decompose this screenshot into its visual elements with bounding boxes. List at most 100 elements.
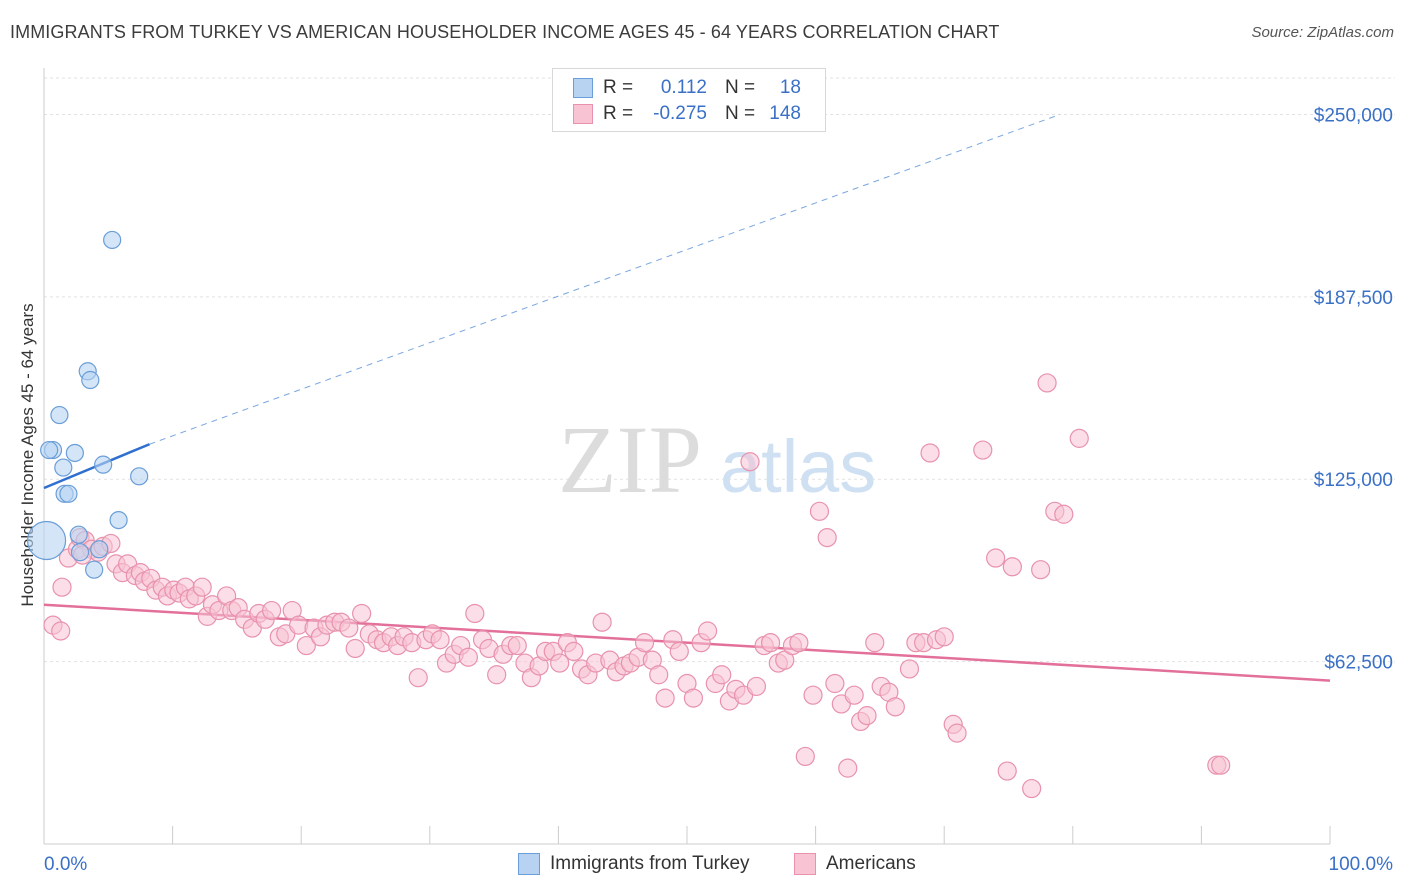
point-americans bbox=[592, 612, 612, 632]
point-americans bbox=[809, 501, 830, 521]
point-americans bbox=[458, 647, 478, 667]
point-turkey bbox=[109, 510, 128, 530]
bottom-legend-label-americans: Americans bbox=[826, 853, 916, 874]
point-americans bbox=[817, 527, 837, 548]
point-americans bbox=[683, 688, 704, 708]
point-americans bbox=[339, 618, 359, 638]
point-americans bbox=[352, 603, 372, 624]
point-americans bbox=[1031, 560, 1051, 580]
point-turkey bbox=[40, 440, 59, 460]
legend-row-turkey: R = 0.112 N = 18 bbox=[573, 77, 801, 99]
point-americans bbox=[465, 603, 485, 624]
legend-r-label: R = bbox=[603, 77, 634, 98]
y-tick-label: $62,500 bbox=[1324, 653, 1393, 674]
point-americans bbox=[669, 641, 689, 662]
point-americans bbox=[803, 685, 823, 705]
point-americans bbox=[899, 659, 920, 679]
point-americans bbox=[408, 668, 428, 688]
x-tick-label-start: 0.0% bbox=[44, 854, 87, 875]
bottom-legend-americans: Americans bbox=[794, 852, 916, 876]
point-americans bbox=[296, 635, 316, 656]
point-americans bbox=[947, 723, 967, 743]
point-turkey bbox=[85, 560, 104, 579]
point-americans bbox=[712, 665, 732, 685]
point-americans bbox=[844, 685, 864, 705]
point-turkey bbox=[69, 525, 88, 544]
legend-row-americans: R = -0.275 N = 148 bbox=[573, 103, 801, 125]
legend-swatch-pink bbox=[573, 104, 593, 124]
point-americans bbox=[262, 600, 282, 621]
y-tick-label: $250,000 bbox=[1314, 105, 1393, 126]
point-americans bbox=[430, 630, 450, 650]
point-americans bbox=[1069, 428, 1089, 448]
point-americans bbox=[973, 440, 993, 460]
point-americans bbox=[760, 633, 781, 653]
point-turkey bbox=[130, 467, 149, 486]
point-americans bbox=[550, 653, 570, 673]
point-americans bbox=[1037, 373, 1057, 393]
trend-lines bbox=[43, 114, 1331, 682]
legend-n-label: N = bbox=[725, 103, 756, 124]
trend-line-turkey-extension bbox=[149, 114, 1061, 445]
legend-n-label: N = bbox=[725, 77, 756, 98]
point-americans bbox=[920, 443, 940, 463]
watermark-zip: ZIP bbox=[558, 406, 702, 513]
point-americans bbox=[655, 688, 675, 708]
point-americans bbox=[789, 633, 809, 653]
point-americans bbox=[795, 746, 815, 767]
legend-n-value: 18 bbox=[779, 77, 801, 98]
point-americans bbox=[507, 635, 527, 656]
legend-swatch-blue bbox=[573, 78, 593, 98]
point-americans bbox=[986, 548, 1006, 568]
data-points bbox=[26, 230, 1231, 799]
point-americans bbox=[697, 621, 718, 641]
point-americans bbox=[825, 673, 845, 694]
point-turkey bbox=[50, 405, 69, 425]
point-americans bbox=[885, 697, 905, 717]
point-turkey bbox=[103, 230, 122, 250]
grid-lines bbox=[44, 77, 1395, 663]
point-turkey bbox=[54, 458, 73, 477]
point-americans bbox=[934, 627, 954, 647]
point-americans bbox=[1211, 755, 1231, 775]
point-americans bbox=[746, 676, 767, 697]
legend-r-value: 0.112 bbox=[660, 77, 707, 98]
point-turkey bbox=[70, 543, 90, 562]
correlation-legend: R = 0.112 N = 18 R = -0.275 N = 148 bbox=[552, 68, 826, 132]
bottom-legend-swatch-pink bbox=[794, 853, 816, 875]
point-turkey bbox=[94, 455, 113, 474]
point-americans bbox=[345, 638, 365, 659]
point-americans bbox=[634, 633, 655, 653]
x-tick-label-end: 100.0% bbox=[1329, 854, 1394, 875]
point-americans bbox=[1054, 504, 1074, 524]
tick-labels: $62,500 $125,000 $187,500 $250,000 0.0% 100.0… bbox=[44, 105, 1393, 875]
legend-r-label: R = bbox=[603, 103, 634, 124]
chart-title: IMMIGRANTS FROM TURKEY VS AMERICAN HOUSE… bbox=[10, 22, 1000, 42]
point-americans bbox=[487, 665, 507, 685]
point-turkey bbox=[90, 540, 109, 559]
bottom-legend-swatch-blue bbox=[518, 853, 540, 875]
point-americans bbox=[649, 665, 669, 685]
point-americans bbox=[1022, 778, 1042, 799]
bottom-legend-turkey: Immigrants from Turkey bbox=[518, 852, 750, 876]
point-americans bbox=[997, 761, 1017, 781]
point-americans bbox=[865, 633, 885, 653]
legend-r-value: -0.275 bbox=[653, 103, 707, 124]
point-americans bbox=[51, 621, 71, 641]
point-turkey bbox=[26, 520, 67, 561]
point-turkey bbox=[65, 443, 84, 463]
legend-n-value: 148 bbox=[769, 103, 801, 124]
point-americans bbox=[52, 577, 72, 597]
chart-source: Source: ZipAtlas.com bbox=[1251, 24, 1394, 41]
point-americans bbox=[1002, 557, 1022, 577]
y-tick-label: $187,500 bbox=[1314, 288, 1393, 309]
point-americans bbox=[838, 758, 858, 778]
watermark: ZIP atlas bbox=[558, 406, 876, 513]
y-tick-label: $125,000 bbox=[1314, 470, 1393, 491]
point-americans bbox=[192, 577, 212, 597]
bottom-legend-label-turkey: Immigrants from Turkey bbox=[550, 853, 750, 874]
point-turkey bbox=[59, 484, 78, 503]
point-turkey bbox=[81, 370, 100, 390]
point-americans bbox=[564, 641, 584, 662]
